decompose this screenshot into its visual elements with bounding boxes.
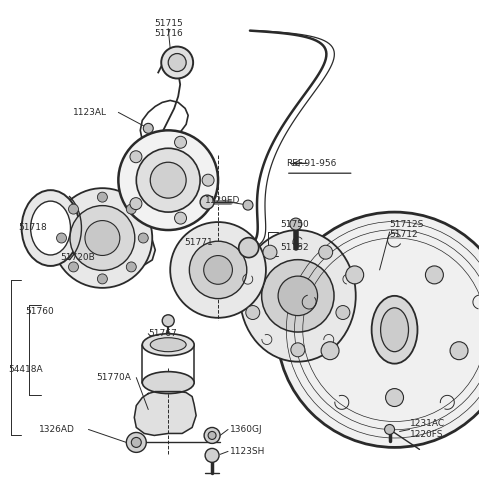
Circle shape — [204, 428, 220, 444]
Circle shape — [291, 343, 305, 357]
Circle shape — [69, 262, 78, 272]
Ellipse shape — [240, 230, 356, 362]
Ellipse shape — [381, 308, 408, 352]
Circle shape — [144, 123, 153, 133]
Circle shape — [262, 260, 334, 332]
Circle shape — [425, 266, 444, 284]
Circle shape — [202, 174, 214, 186]
Circle shape — [97, 274, 108, 284]
Circle shape — [278, 276, 318, 316]
Ellipse shape — [150, 337, 186, 352]
Polygon shape — [132, 145, 198, 212]
Circle shape — [263, 245, 277, 259]
Text: 51750: 51750 — [280, 220, 309, 228]
Text: 51718: 51718 — [19, 223, 48, 231]
Text: 51715
51716: 51715 51716 — [154, 19, 182, 38]
Circle shape — [384, 425, 395, 434]
Circle shape — [290, 218, 302, 230]
Circle shape — [70, 206, 135, 270]
Circle shape — [175, 212, 187, 224]
Circle shape — [119, 131, 218, 230]
Circle shape — [346, 266, 364, 284]
Text: 1360GJ: 1360GJ — [230, 425, 263, 434]
Circle shape — [208, 431, 216, 439]
Circle shape — [97, 192, 108, 202]
Circle shape — [57, 233, 67, 243]
Circle shape — [130, 151, 142, 163]
Circle shape — [450, 342, 468, 360]
Ellipse shape — [277, 212, 480, 448]
Circle shape — [170, 222, 266, 318]
Circle shape — [161, 47, 193, 78]
Circle shape — [385, 389, 404, 407]
Circle shape — [321, 342, 339, 360]
Text: 51760: 51760 — [25, 307, 54, 316]
Text: 51712S
51712: 51712S 51712 — [390, 220, 424, 240]
Ellipse shape — [22, 190, 80, 266]
Circle shape — [162, 315, 174, 327]
Circle shape — [126, 262, 136, 272]
Text: 1123AL: 1123AL — [72, 108, 107, 117]
Circle shape — [204, 256, 232, 284]
Circle shape — [246, 305, 260, 319]
Circle shape — [132, 437, 141, 448]
Ellipse shape — [31, 201, 71, 255]
Text: 51771: 51771 — [184, 238, 213, 246]
Circle shape — [126, 432, 146, 452]
Text: 51720B: 51720B — [60, 253, 95, 262]
Circle shape — [239, 238, 259, 258]
Ellipse shape — [142, 334, 194, 356]
Circle shape — [336, 305, 350, 319]
Circle shape — [168, 54, 186, 72]
Text: 1123SH: 1123SH — [230, 447, 265, 456]
Polygon shape — [134, 392, 196, 435]
Circle shape — [69, 204, 78, 214]
Circle shape — [175, 136, 187, 148]
Circle shape — [85, 221, 120, 256]
Ellipse shape — [372, 296, 418, 364]
Circle shape — [138, 233, 148, 243]
Circle shape — [319, 245, 333, 259]
Circle shape — [126, 204, 136, 214]
Circle shape — [130, 198, 142, 209]
Text: 51767: 51767 — [148, 329, 177, 338]
Circle shape — [243, 200, 253, 210]
Polygon shape — [128, 215, 155, 265]
Circle shape — [205, 449, 219, 462]
Circle shape — [200, 195, 214, 209]
Circle shape — [189, 241, 247, 299]
Text: REF.91-956: REF.91-956 — [286, 159, 336, 168]
Text: 1326AD: 1326AD — [38, 425, 74, 434]
Text: 1231AC
1220FS: 1231AC 1220FS — [409, 419, 444, 439]
Text: 51770A: 51770A — [96, 373, 132, 382]
Circle shape — [150, 162, 186, 198]
Text: 51752: 51752 — [280, 244, 309, 252]
Circle shape — [52, 188, 152, 288]
Text: 1129ED: 1129ED — [205, 196, 240, 205]
Ellipse shape — [142, 372, 194, 393]
Circle shape — [136, 148, 200, 212]
Text: 54418A: 54418A — [9, 365, 43, 374]
